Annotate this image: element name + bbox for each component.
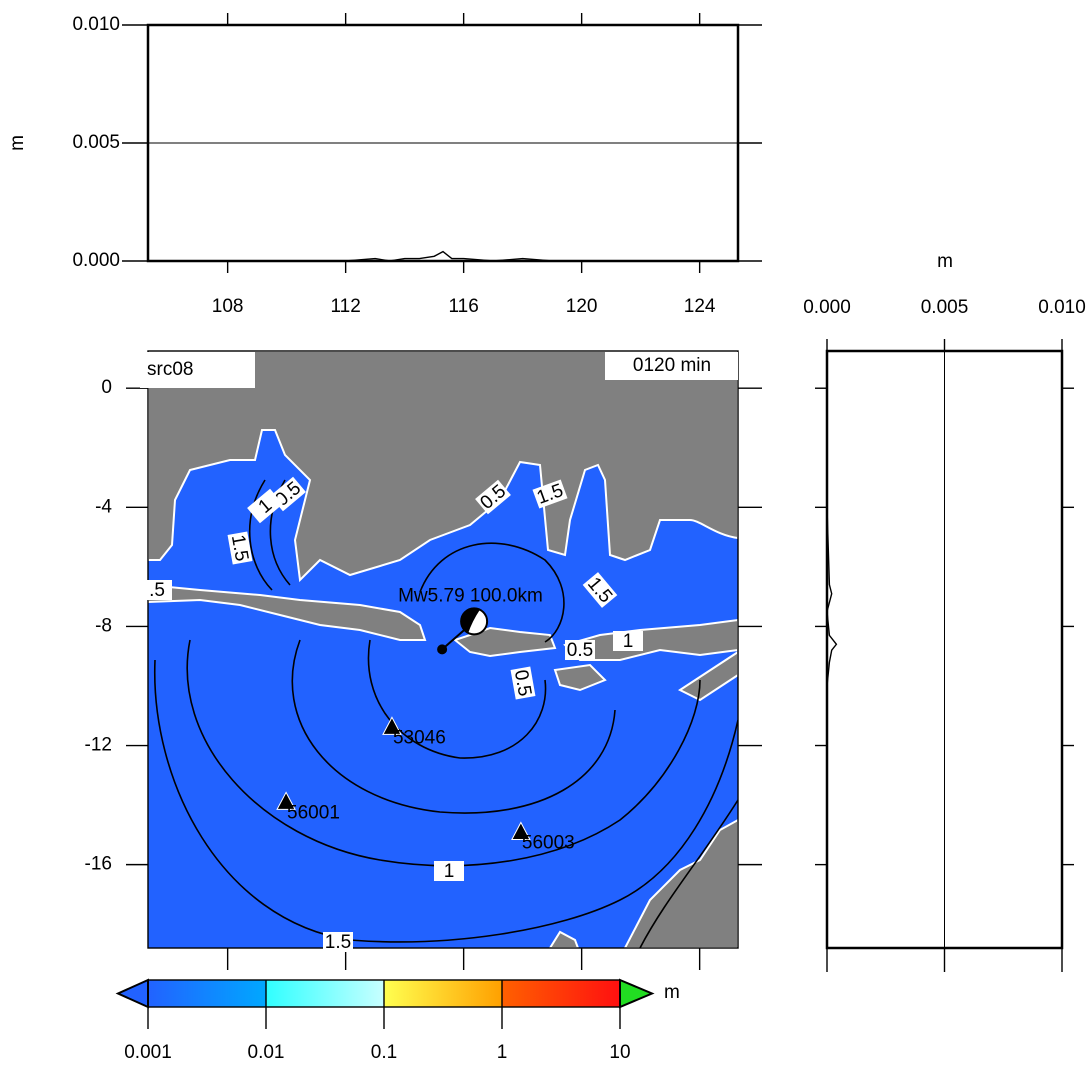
contour-label-box	[323, 932, 353, 952]
x-axis-label: m	[937, 251, 953, 272]
contour-label: .5	[142, 580, 172, 601]
colorbar-segment	[502, 980, 620, 1007]
y-tick-label: -8	[95, 615, 112, 636]
contour-label: 0.5	[565, 640, 595, 661]
contour-label-box	[613, 631, 643, 651]
y-tick-label: 0.010	[72, 14, 120, 35]
contour-label: 1	[247, 488, 283, 524]
y-axis-label: m	[7, 135, 28, 151]
waveform-line	[286, 250, 597, 262]
y-tick-label: -4	[95, 496, 112, 517]
contour-label-box	[227, 531, 253, 565]
y-tick-label: 0.000	[72, 250, 120, 271]
colorbar-over	[619, 978, 655, 1009]
contour-label-box	[142, 580, 172, 600]
station	[511, 821, 531, 840]
contour-label-text: 1.5	[227, 533, 252, 563]
colorbar-segment	[384, 980, 502, 1007]
x-tick-label: 108	[212, 296, 244, 317]
y-tick-label: 0	[101, 377, 112, 398]
station-label: 56001	[287, 802, 340, 823]
station	[382, 716, 402, 735]
contour-label-box	[565, 640, 595, 660]
contour-label-box	[510, 666, 536, 700]
land-mass	[677, 650, 738, 702]
station-label: 53046	[393, 727, 446, 748]
x-tick-label: 0.005	[921, 297, 969, 318]
contour-label-text: 1.5	[325, 932, 351, 953]
colorbar-tick-label: 10	[609, 1042, 630, 1063]
contour-label: 1.5	[227, 531, 253, 565]
x-tick-label: 120	[566, 296, 598, 317]
contour-label: 1.5	[323, 932, 353, 953]
colorbar-unit: m	[664, 982, 680, 1003]
contour	[367, 639, 547, 759]
colorbar-tick-label: 1	[497, 1042, 508, 1063]
map-frame	[147, 350, 739, 949]
land-mass	[623, 818, 738, 948]
contour-label-text: .5	[149, 580, 165, 601]
x-tick-label: 116	[449, 296, 479, 317]
x-tick-label: 0.010	[1038, 297, 1086, 318]
title-box	[140, 352, 255, 388]
contour-label-box	[247, 488, 283, 524]
contour	[419, 542, 565, 643]
x-tick-label: 112	[331, 296, 361, 317]
contour-label-box	[434, 861, 464, 881]
station-label: 56003	[522, 832, 575, 853]
contour	[639, 799, 738, 948]
y-tick-label: -16	[85, 854, 112, 875]
time-box	[605, 352, 738, 380]
contour-label-text: 1	[444, 861, 455, 882]
contour-label-text: 0.5	[510, 668, 535, 698]
annotation: Mw5.79 100.0km	[398, 585, 543, 606]
colorbar-segment	[266, 980, 384, 1007]
contour-label: 0.5	[510, 666, 536, 700]
x-tick-label: 124	[684, 296, 716, 317]
contour-label-box	[532, 479, 568, 509]
contours	[153, 479, 738, 948]
waveform-line	[826, 351, 838, 948]
epicenter	[437, 644, 448, 655]
y-tick-label: -12	[85, 735, 112, 756]
beachball-quadrant	[460, 607, 481, 634]
y-tick-label: 0.005	[72, 132, 120, 153]
colorbar-tick-label: 0.001	[124, 1042, 172, 1063]
colorbar-tick-label: 0.1	[371, 1042, 397, 1063]
contour-label: 1	[613, 631, 643, 652]
contour	[153, 659, 738, 943]
colorbar-frame	[147, 979, 621, 1008]
contour-label-box	[582, 572, 618, 608]
contour-label: 1	[434, 861, 464, 882]
contour-label-box	[475, 479, 511, 515]
map-title: src08	[147, 359, 193, 380]
colorbar-segment	[148, 980, 266, 1007]
contour	[186, 639, 701, 867]
colorbar-tick-label: 0.01	[248, 1042, 285, 1063]
land-mass	[553, 663, 607, 692]
x-tick-label: 0.000	[803, 297, 851, 318]
contour-label-text: 1	[623, 631, 634, 652]
land-mass	[148, 351, 738, 583]
time-label: 0120 min	[633, 355, 711, 376]
station	[276, 791, 296, 810]
land-mass	[548, 930, 580, 948]
contour	[248, 479, 273, 591]
land-mass	[148, 583, 427, 641]
colorbar-under	[115, 978, 149, 1009]
contour	[291, 639, 616, 814]
contour-label-text: 0.5	[567, 640, 593, 661]
